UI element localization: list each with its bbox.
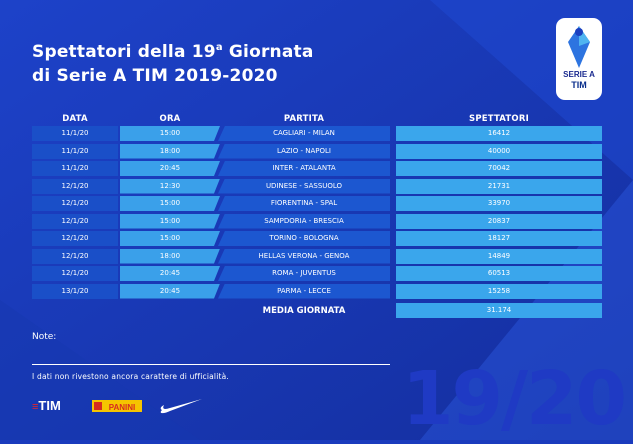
cell-spettatori: 40000 — [396, 143, 602, 159]
header-spettatori: SPETTATORI — [469, 114, 529, 124]
page-title: Spettatori della 19a Giornata di Serie A… — [32, 42, 314, 86]
cell-data: 12/1/20 — [32, 266, 118, 281]
cell-data: 12/1/20 — [32, 178, 118, 194]
table-row: 12/1/20 18:00 HELLAS VERONA - GENOA 1484… — [32, 248, 602, 264]
cell-ora: 18:00 — [120, 248, 220, 264]
table-row: 12/1/20 15:00 SAMPDORIA - BRESCIA 20837 — [32, 213, 602, 229]
cell-partita: LAZIO - NAPOLI — [218, 143, 390, 159]
table-row: 11/1/20 18:00 LAZIO - NAPOLI 40000 — [32, 143, 602, 159]
cell-partita: PARMA - LECCE — [218, 283, 390, 299]
cell-ora: 20:45 — [120, 161, 220, 176]
cell-ora: 15:00 — [120, 213, 220, 229]
cell-ora: 12:30 — [120, 178, 220, 194]
cell-data: 12/1/20 — [32, 231, 118, 246]
cell-ora: 20:45 — [120, 266, 220, 281]
cell-data: 11/1/20 — [32, 126, 118, 141]
cell-ora: 20:45 — [120, 283, 220, 299]
cell-data: 12/1/20 — [32, 213, 118, 229]
cell-spettatori: 18127 — [396, 231, 602, 246]
cell-partita: HELLAS VERONA - GENOA — [218, 248, 390, 264]
cell-ora: 15:00 — [120, 196, 220, 211]
cell-partita: CAGLIARI - MILAN — [218, 126, 390, 141]
cell-data: 11/1/20 — [32, 143, 118, 159]
media-giornata-label: MEDIA GIORNATA — [262, 306, 346, 316]
disclaimer-text: I dati non rivestono ancora carattere di… — [32, 372, 229, 381]
cell-partita: TORINO - BOLOGNA — [218, 231, 390, 246]
cell-partita: UDINESE - SASSUOLO — [218, 178, 390, 194]
media-giornata-value: 31.174 — [396, 303, 602, 318]
table-row: 12/1/20 20:45 ROMA - JUVENTUS 60513 — [32, 266, 602, 281]
cell-partita: SAMPDORIA - BRESCIA — [218, 213, 390, 229]
nike-swoosh-icon — [156, 396, 206, 416]
cell-partita: INTER - ATALANTA — [218, 161, 390, 176]
note-divider — [32, 364, 390, 365]
cell-spettatori: 20837 — [396, 213, 602, 229]
cell-spettatori: 14849 — [396, 248, 602, 264]
header-partita: PARTITA — [283, 114, 325, 124]
cell-ora: 15:00 — [120, 126, 220, 141]
svg-text:PANINI: PANINI — [109, 403, 136, 412]
cell-spettatori: 15258 — [396, 283, 602, 299]
cell-partita: ROMA - JUVENTUS — [218, 266, 390, 281]
header-ora: ORA — [159, 114, 181, 124]
cell-ora: 15:00 — [120, 231, 220, 246]
header-data: DATA — [62, 114, 88, 124]
tim-logo-icon: ≡TIM — [32, 398, 61, 413]
panini-logo-icon: PANINI — [92, 396, 144, 416]
season-watermark: 19/20 — [402, 356, 627, 442]
cell-ora: 18:00 — [120, 143, 220, 159]
note-label: Note: — [32, 332, 57, 342]
cell-spettatori: 21731 — [396, 178, 602, 194]
table-row: 13/1/20 20:45 PARMA - LECCE 15258 — [32, 283, 602, 299]
cell-spettatori: 60513 — [396, 266, 602, 281]
table-row: 11/1/20 15:00 CAGLIARI - MILAN 16412 — [32, 126, 602, 141]
table-row: 11/1/20 20:45 INTER - ATALANTA 70042 — [32, 161, 602, 176]
cell-partita: FIORENTINA - SPAL — [218, 196, 390, 211]
cell-data: 11/1/20 — [32, 161, 118, 176]
table-row: 12/1/20 15:00 FIORENTINA - SPAL 33970 — [32, 196, 602, 211]
cell-data: 12/1/20 — [32, 248, 118, 264]
cell-data: 12/1/20 — [32, 196, 118, 211]
cell-spettatori: 70042 — [396, 161, 602, 176]
table-row: 12/1/20 15:00 TORINO - BOLOGNA 18127 — [32, 231, 602, 246]
cell-data: 13/1/20 — [32, 283, 118, 299]
table-row: 12/1/20 12:30 UDINESE - SASSUOLO 21731 — [32, 178, 602, 194]
cell-spettatori: 33970 — [396, 196, 602, 211]
serie-a-logo-icon: SERIE A TIM — [556, 18, 602, 100]
cell-spettatori: 16412 — [396, 126, 602, 141]
